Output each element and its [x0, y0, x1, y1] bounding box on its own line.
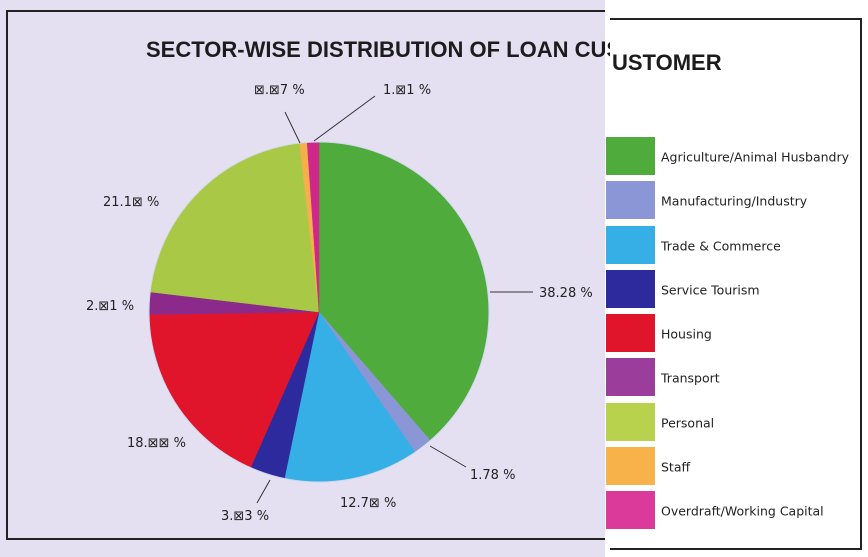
legend-label: Manufacturing/Industry [661, 193, 808, 209]
legend-item-agriculture: Agriculture/Animal Husbandry [606, 137, 856, 177]
data-label: 2.⊠1 % [86, 299, 134, 314]
pie-chart: 38.28 % 1.78 % 12.7⊠ % 3.⊠3 % 18.⊠⊠ % 2.⊠1 % 2… [86, 83, 593, 524]
data-label: 12.7⊠ % [340, 496, 396, 511]
legend-item-housing: Housing [606, 314, 856, 354]
legend-item-service: Service Tourism [606, 270, 856, 310]
legend-item-staff: Staff [606, 447, 856, 487]
legend-swatch [606, 270, 655, 308]
leader-line [284, 111, 301, 144]
legend-item-manufacturing: Manufacturing/Industry [606, 181, 856, 221]
legend-label: Housing [661, 326, 712, 342]
data-label: 21.1⊠ % [103, 195, 159, 210]
legend-swatch [606, 491, 655, 529]
chart-title: SECTOR-WISE DISTRIBUTION OF LOAN CUSTOME… [146, 37, 610, 62]
legend-swatch [606, 226, 655, 264]
data-label: 1.78 % [470, 468, 515, 483]
leader-line [429, 445, 467, 468]
data-label: 1.⊠1 % [383, 83, 431, 98]
legend-label: Transport [661, 370, 720, 386]
legend-label: Service Tourism [661, 282, 760, 298]
right-panel-frame [610, 18, 862, 550]
data-label: 38.28 % [539, 286, 593, 301]
legend-swatch [606, 358, 655, 396]
leader-line [313, 95, 376, 142]
legend-swatch [606, 447, 655, 485]
pie-slice [149, 142, 320, 313]
chart-title-continued: USTOMER [612, 50, 722, 75]
legend-item-personal: Personal [606, 403, 856, 443]
legend-item-overdraft: Overdraft/Working Capital [606, 491, 856, 531]
legend-swatch [606, 181, 655, 219]
legend-item-trade: Trade & Commerce [606, 226, 856, 266]
legend-swatch [606, 403, 655, 441]
leader-line [256, 479, 271, 504]
legend-item-transport: Transport [606, 358, 856, 398]
legend-label: Agriculture/Animal Husbandry [661, 149, 850, 165]
left-panel-frame [6, 10, 610, 540]
data-label: 3.⊠3 % [221, 509, 269, 524]
pie-rim [148, 141, 490, 483]
legend-swatch [606, 137, 655, 175]
legend-label: Staff [661, 459, 691, 475]
legend-label: Trade & Commerce [661, 238, 781, 254]
legend-swatch [606, 314, 655, 352]
data-label: ⊠.⊠7 % [254, 83, 305, 98]
legend-label: Personal [661, 415, 715, 431]
data-label: 18.⊠⊠ % [127, 436, 186, 451]
legend-label: Overdraft/Working Capital [661, 503, 824, 519]
